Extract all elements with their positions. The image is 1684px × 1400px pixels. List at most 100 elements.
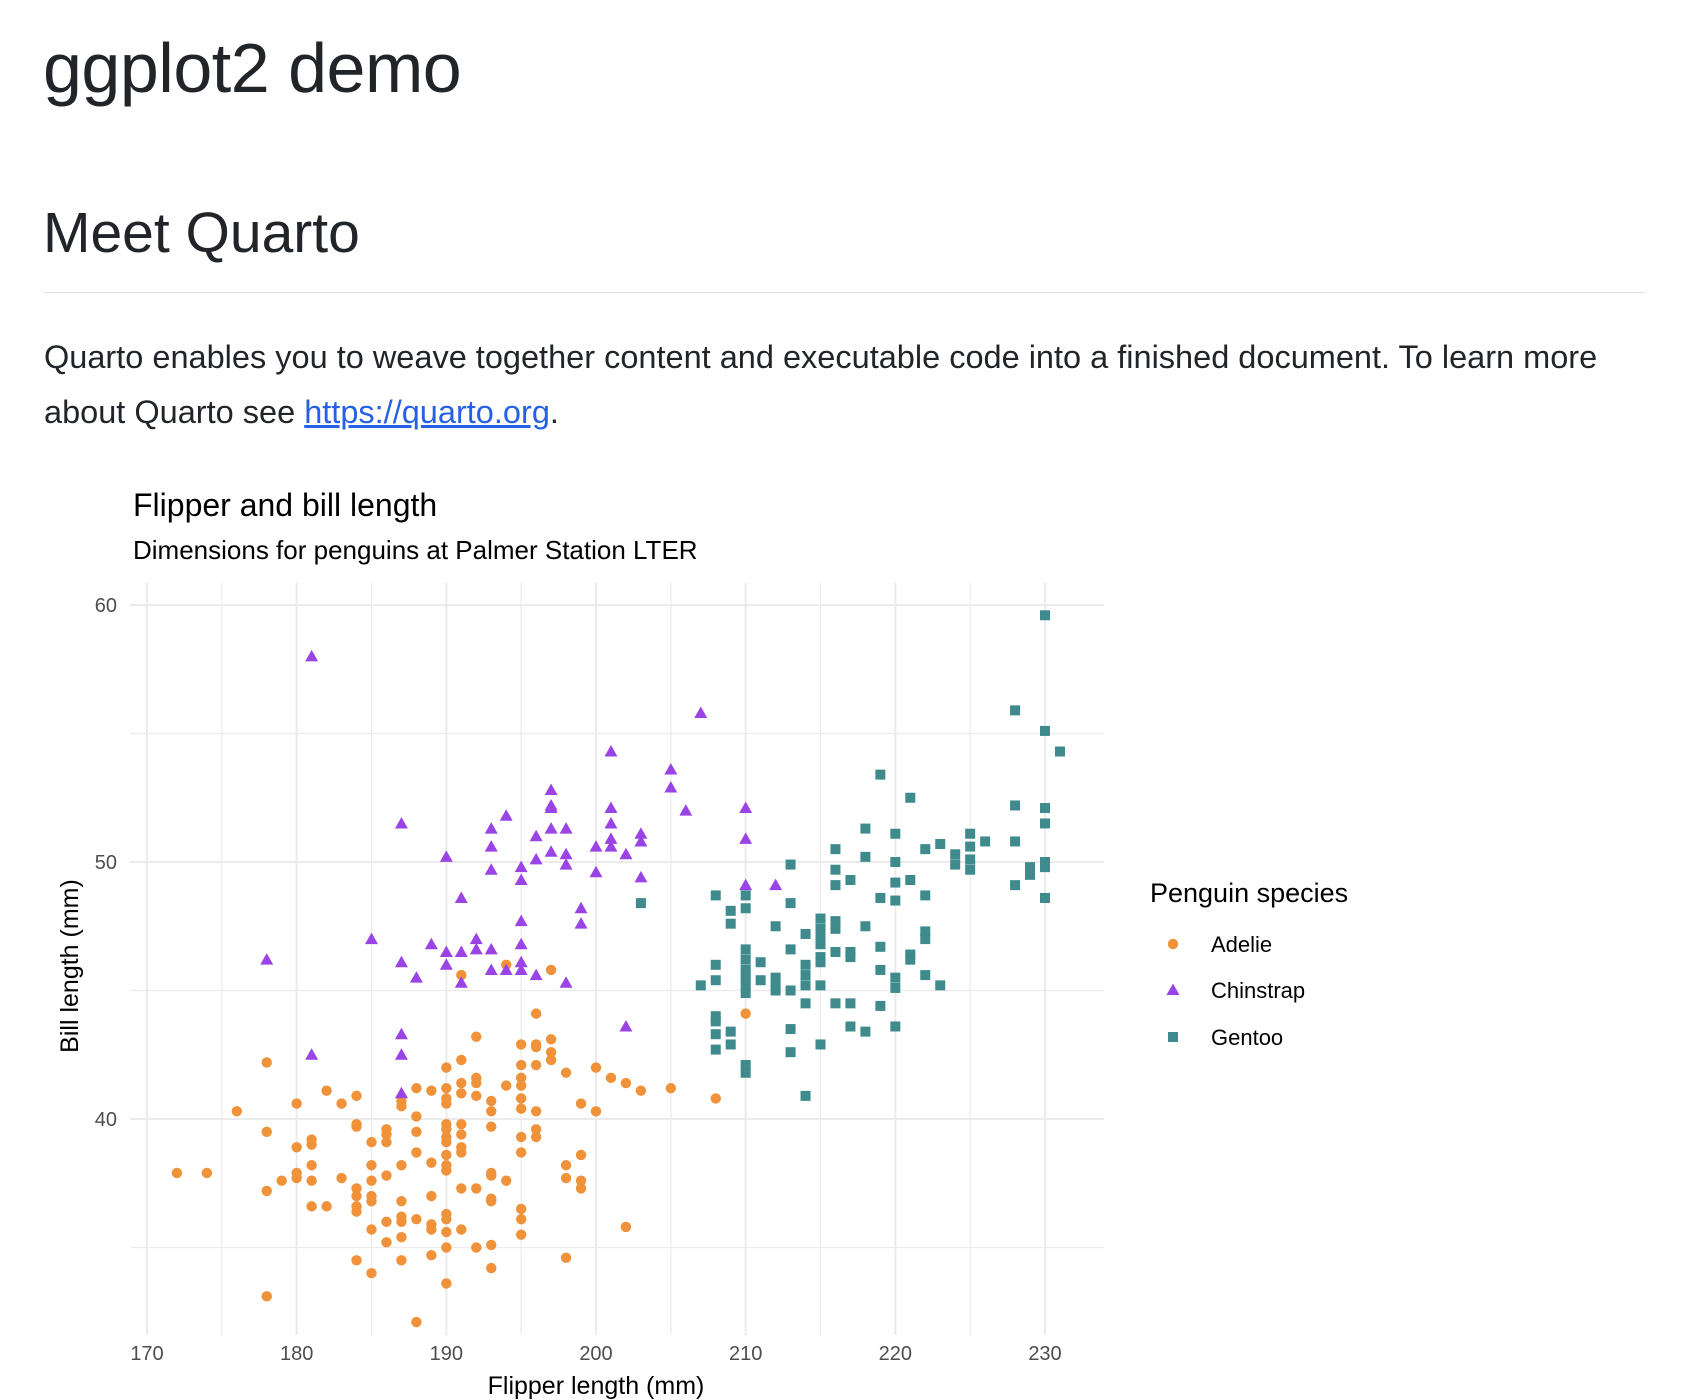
chinstrap-point [394,1027,408,1040]
adelie-point [515,1080,527,1091]
adelie-point [486,1121,497,1132]
chinstrap-point [514,873,528,885]
gentoo-point [965,841,976,852]
gentoo-point [740,903,751,914]
heading-divider [44,292,1645,293]
gentoo-point [1010,880,1021,891]
chinstrap-point [739,878,753,891]
chinstrap-point [634,827,648,839]
gentoo-point [905,874,916,885]
gentoo-point [890,895,901,906]
gentoo-point [875,769,886,780]
chinstrap-point [604,744,618,757]
chinstrap-point [454,976,468,988]
adelie-point [351,1255,362,1266]
adelie-point [351,1183,362,1194]
adelie-point [426,1190,437,1202]
chinstrap-point [439,958,453,970]
adelie-point [456,1118,467,1130]
adelie-point [441,1242,452,1253]
gentoo-point [845,952,856,963]
gentoo-point [890,877,901,888]
gentoo-point [740,988,751,999]
adelie-point [486,1170,497,1181]
chinstrap-point [604,832,618,844]
gentoo-point [1040,803,1050,814]
gentoo-point [710,1016,721,1027]
gentoo-point [725,1026,736,1037]
adelie-point [441,1136,452,1148]
adelie-point [306,1175,317,1186]
gentoo-point [1025,869,1036,880]
gentoo-point [920,926,931,937]
adelie-point [396,1160,407,1171]
x-tick-label: 190 [430,1343,463,1365]
adelie-point [620,1221,632,1233]
adelie-point [530,1124,542,1135]
gentoo-point [905,954,916,965]
adelie-point [291,1098,302,1109]
page-title: ggplot2 demo [43,29,462,107]
gentoo-point [740,972,751,983]
x-tick-label: 210 [729,1343,762,1365]
gentoo-point [740,1060,751,1071]
chinstrap-point [305,1048,319,1060]
chinstrap-point [529,852,543,865]
adelie-point [171,1167,183,1179]
intro-text: Quarto enables you to weave together con… [44,339,1598,430]
adelie-point [515,1203,527,1215]
adelie-point [396,1100,407,1112]
legend-key-gentoo [1168,1032,1178,1042]
gentoo-point [875,964,886,975]
gentoo-point [830,998,841,1009]
x-tick-label: 200 [579,1343,612,1365]
gentoo-point [785,1047,796,1058]
gentoo-point [950,849,961,860]
chinstrap-point [424,937,438,950]
gentoo-point [695,980,706,991]
quarto-link[interactable]: https://quarto.org [304,394,550,430]
adelie-point [396,1232,407,1243]
chinstrap-point [694,706,708,718]
gentoo-point [1010,705,1021,716]
chinstrap-point [394,1086,408,1099]
adelie-point [396,1216,407,1228]
chinstrap-point [544,822,558,834]
legend: Penguin species Adelie Chinstrap Gentoo [1150,878,1348,1050]
gentoo-point [1040,857,1050,867]
adelie-point [575,1149,587,1161]
adelie-point [261,1291,272,1302]
chinstrap-point [739,832,753,844]
adelie-point [515,1059,527,1071]
adelie-point [486,1239,497,1251]
adelie-point [545,1034,557,1045]
gentoo-point [815,923,826,934]
chinstrap-point [260,953,274,965]
axis-ticks: 170 180 190 200 210 220 230 40 50 60 [95,595,1062,1365]
gentoo-point [710,1029,721,1040]
legend-key-adelie [1167,938,1179,950]
adelie-point [575,1175,587,1186]
intro-paragraph: Quarto enables you to weave together con… [44,330,1664,440]
adelie-point [620,1077,632,1089]
adelie-point [426,1250,437,1261]
adelie-point [306,1160,317,1171]
chinstrap-point [619,1019,633,1032]
adelie-point [366,1136,377,1148]
adelie-point [740,1008,751,1019]
adelie-point [515,1214,527,1225]
gentoo-point [935,980,946,991]
adelie-point [366,1268,377,1279]
adelie-point [530,1106,542,1117]
adelie-point [351,1090,362,1102]
gentoo-point [1040,892,1050,903]
chinstrap-point [454,945,468,957]
gentoo-point [800,998,811,1009]
adelie-point [306,1139,317,1150]
adelie-point [545,964,557,976]
gentoo-point [935,839,946,850]
adelie-point [456,1077,467,1089]
gentoo-point [770,985,781,996]
adelie-point [590,1062,602,1073]
